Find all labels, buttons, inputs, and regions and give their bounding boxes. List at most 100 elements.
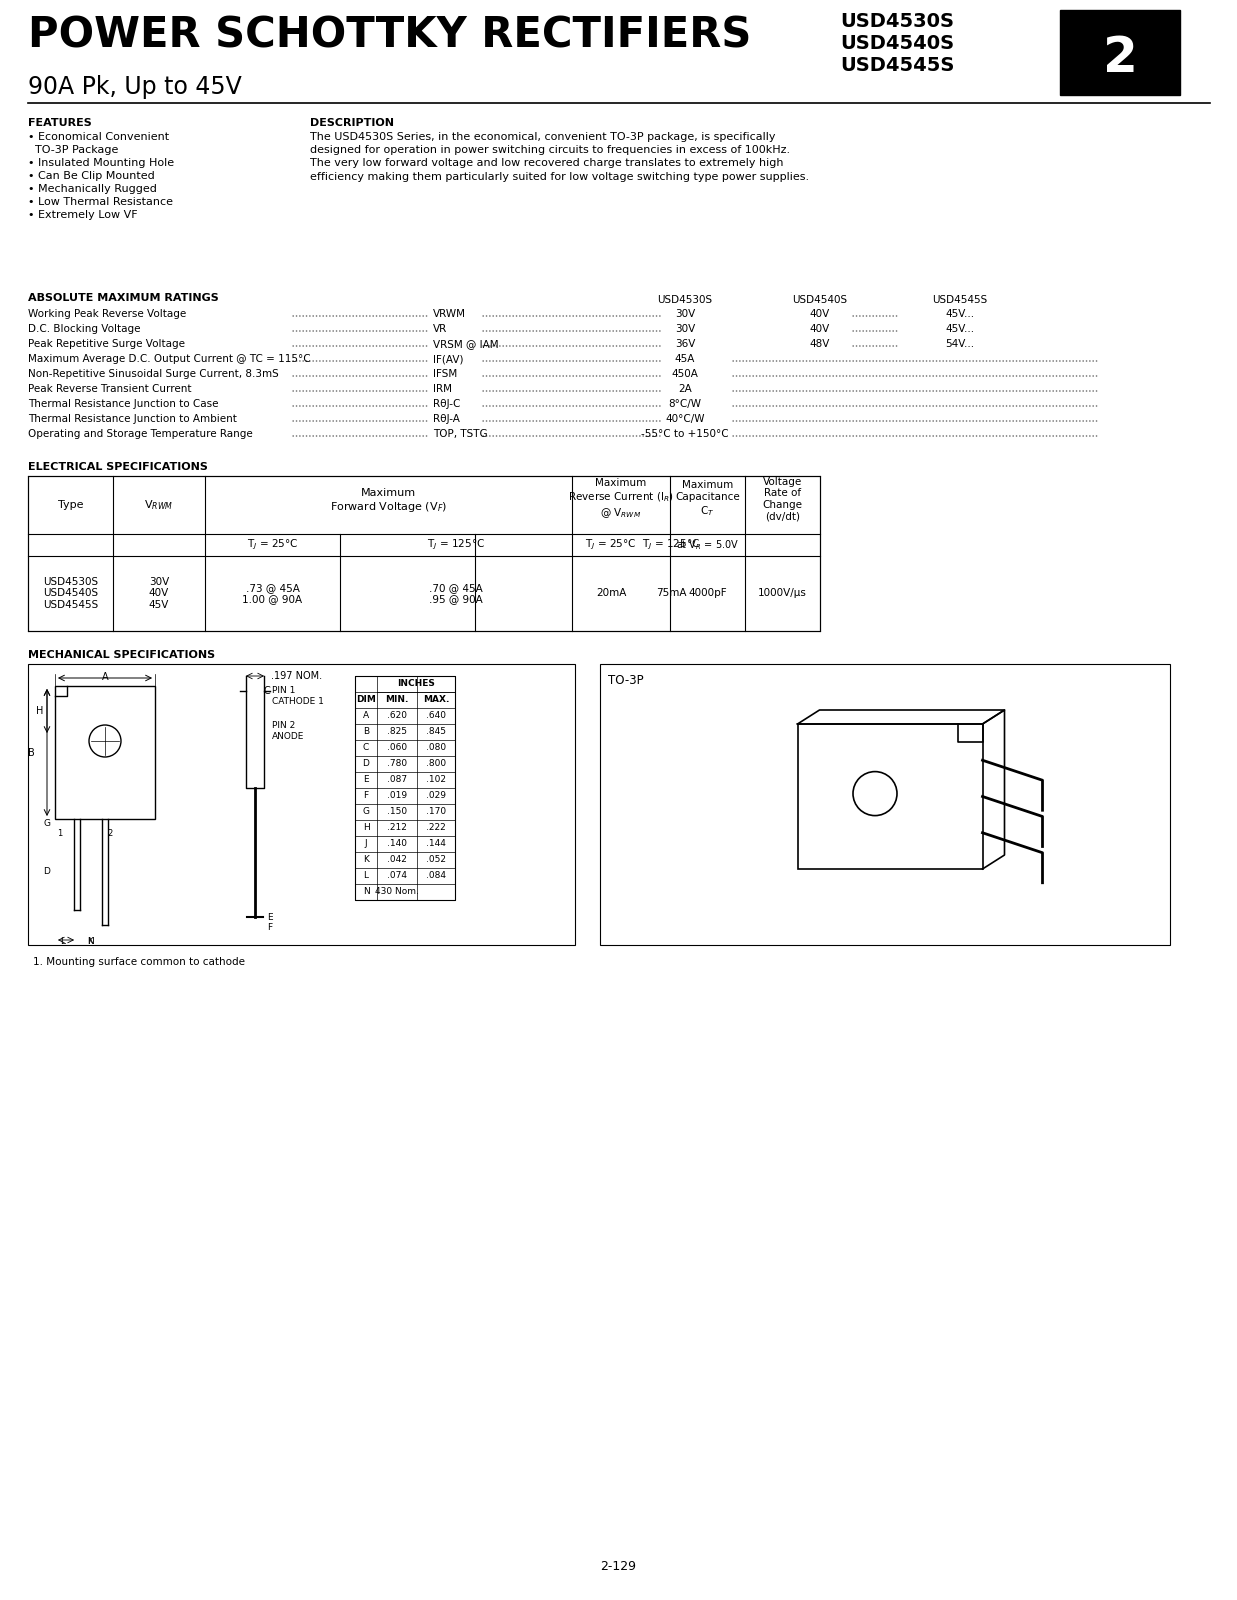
Text: L: L bbox=[61, 938, 66, 946]
Text: • Mechanically Rugged: • Mechanically Rugged bbox=[28, 184, 157, 194]
Text: USD4540S: USD4540S bbox=[793, 294, 847, 306]
Text: Working Peak Reverse Voltage: Working Peak Reverse Voltage bbox=[28, 309, 187, 318]
Text: .102: .102 bbox=[426, 776, 447, 784]
Text: .052: .052 bbox=[426, 856, 447, 864]
Text: C: C bbox=[263, 686, 270, 696]
Text: INCHES: INCHES bbox=[397, 680, 435, 688]
Text: .780: .780 bbox=[387, 760, 407, 768]
Text: 48V: 48V bbox=[810, 339, 830, 349]
Text: J: J bbox=[365, 840, 367, 848]
Text: IFSM: IFSM bbox=[433, 370, 458, 379]
Text: .845: .845 bbox=[426, 728, 447, 736]
Text: TOP, TSTG: TOP, TSTG bbox=[433, 429, 487, 438]
Text: Maximum
Capacitance
C$_T$: Maximum Capacitance C$_T$ bbox=[675, 480, 740, 518]
Text: 40V: 40V bbox=[810, 323, 830, 334]
Bar bbox=[600, 664, 1170, 946]
Text: Maximum Average D.C. Output Current @ TC = 115°C: Maximum Average D.C. Output Current @ TC… bbox=[28, 354, 310, 365]
Text: MECHANICAL SPECIFICATIONS: MECHANICAL SPECIFICATIONS bbox=[28, 650, 215, 659]
Text: • Low Thermal Resistance: • Low Thermal Resistance bbox=[28, 197, 173, 206]
Text: Maximum
Reverse Current (I$_R$)
@ V$_{RWM}$: Maximum Reverse Current (I$_R$) @ V$_{RW… bbox=[568, 478, 674, 520]
Text: • Insulated Mounting Hole: • Insulated Mounting Hole bbox=[28, 158, 174, 168]
Text: 30V: 30V bbox=[675, 309, 695, 318]
Text: IRM: IRM bbox=[433, 384, 452, 394]
Text: Thermal Resistance Junction to Case: Thermal Resistance Junction to Case bbox=[28, 398, 219, 410]
Text: .074: .074 bbox=[387, 872, 407, 880]
Text: K: K bbox=[87, 938, 93, 946]
Text: D.C. Blocking Voltage: D.C. Blocking Voltage bbox=[28, 323, 141, 334]
Text: F: F bbox=[364, 792, 369, 800]
Text: T$_J$ = 125°C: T$_J$ = 125°C bbox=[427, 538, 485, 552]
Text: .150: .150 bbox=[387, 808, 407, 816]
Text: V$_{RWM}$: V$_{RWM}$ bbox=[145, 498, 173, 512]
Text: at V$_R$ = 5.0V: at V$_R$ = 5.0V bbox=[675, 538, 738, 552]
Text: Maximum
Forward Voltage (V$_F$): Maximum Forward Voltage (V$_F$) bbox=[330, 488, 447, 514]
Text: A: A bbox=[101, 672, 109, 682]
Text: ELECTRICAL SPECIFICATIONS: ELECTRICAL SPECIFICATIONS bbox=[28, 462, 208, 472]
Text: 45V...: 45V... bbox=[945, 309, 975, 318]
Text: .222: .222 bbox=[426, 824, 445, 832]
Text: DIM: DIM bbox=[356, 696, 376, 704]
Text: PIN 1
CATHODE 1: PIN 1 CATHODE 1 bbox=[272, 686, 324, 706]
Text: USD4530S
USD4540S
USD4545S: USD4530S USD4540S USD4545S bbox=[43, 578, 98, 610]
Text: F: F bbox=[267, 923, 272, 931]
Text: Voltage
Rate of
Change
(dv/dt): Voltage Rate of Change (dv/dt) bbox=[762, 477, 803, 522]
Bar bbox=[1060, 10, 1180, 94]
Text: .029: .029 bbox=[426, 792, 447, 800]
Text: K: K bbox=[364, 856, 369, 864]
Text: .140: .140 bbox=[387, 840, 407, 848]
Text: IF(AV): IF(AV) bbox=[433, 354, 464, 365]
Text: 430 Nom.: 430 Nom. bbox=[375, 888, 419, 896]
Text: USD4545S: USD4545S bbox=[933, 294, 987, 306]
Text: PIN 2
ANODE: PIN 2 ANODE bbox=[272, 722, 304, 741]
Text: 2: 2 bbox=[1102, 34, 1138, 82]
Text: USD4540S: USD4540S bbox=[840, 34, 954, 53]
Text: .084: .084 bbox=[426, 872, 447, 880]
Text: Peak Reverse Transient Current: Peak Reverse Transient Current bbox=[28, 384, 192, 394]
Text: FEATURES: FEATURES bbox=[28, 118, 92, 128]
Text: L: L bbox=[364, 872, 369, 880]
Text: Peak Repetitive Surge Voltage: Peak Repetitive Surge Voltage bbox=[28, 339, 186, 349]
Text: D: D bbox=[362, 760, 370, 768]
Text: C: C bbox=[362, 744, 369, 752]
Text: .087: .087 bbox=[387, 776, 407, 784]
Text: N: N bbox=[362, 888, 370, 896]
Text: The USD4530S Series, in the economical, convenient TO-3P package, is specificall: The USD4530S Series, in the economical, … bbox=[310, 133, 809, 181]
Text: 20mA: 20mA bbox=[596, 589, 626, 598]
Text: .170: .170 bbox=[426, 808, 447, 816]
Text: VR: VR bbox=[433, 323, 448, 334]
Text: .019: .019 bbox=[387, 792, 407, 800]
Text: B: B bbox=[362, 728, 369, 736]
Text: DESCRIPTION: DESCRIPTION bbox=[310, 118, 395, 128]
Text: .042: .042 bbox=[387, 856, 407, 864]
Text: Type: Type bbox=[58, 499, 83, 510]
Text: .197 NOM.: .197 NOM. bbox=[271, 670, 322, 682]
Text: • Extremely Low VF: • Extremely Low VF bbox=[28, 210, 137, 219]
Text: .080: .080 bbox=[426, 744, 447, 752]
Text: POWER SCHOTTKY RECTIFIERS: POWER SCHOTTKY RECTIFIERS bbox=[28, 14, 751, 58]
Text: B: B bbox=[28, 747, 35, 757]
Text: RθJ-C: RθJ-C bbox=[433, 398, 460, 410]
Bar bbox=[28, 477, 820, 630]
Text: E: E bbox=[267, 912, 272, 922]
Text: H: H bbox=[362, 824, 370, 832]
Text: USD4530S: USD4530S bbox=[840, 11, 954, 30]
Text: E: E bbox=[364, 776, 369, 784]
Text: 2A: 2A bbox=[678, 384, 691, 394]
Text: TO-3P: TO-3P bbox=[609, 674, 643, 686]
Text: A: A bbox=[362, 712, 369, 720]
Text: 1000V/μs: 1000V/μs bbox=[758, 589, 807, 598]
Text: .060: .060 bbox=[387, 744, 407, 752]
Text: 45A: 45A bbox=[675, 354, 695, 365]
Text: MIN.: MIN. bbox=[385, 696, 408, 704]
Text: ABSOLUTE MAXIMUM RATINGS: ABSOLUTE MAXIMUM RATINGS bbox=[28, 293, 219, 302]
Bar bbox=[28, 664, 575, 946]
Text: USD4545S: USD4545S bbox=[840, 56, 955, 75]
Text: .825: .825 bbox=[387, 728, 407, 736]
Text: .640: .640 bbox=[426, 712, 447, 720]
Text: 450A: 450A bbox=[672, 370, 699, 379]
Text: 36V: 36V bbox=[675, 339, 695, 349]
Text: G: G bbox=[362, 808, 370, 816]
Bar bbox=[355, 675, 455, 899]
Text: .620: .620 bbox=[387, 712, 407, 720]
Text: • Economical Convenient: • Economical Convenient bbox=[28, 133, 169, 142]
